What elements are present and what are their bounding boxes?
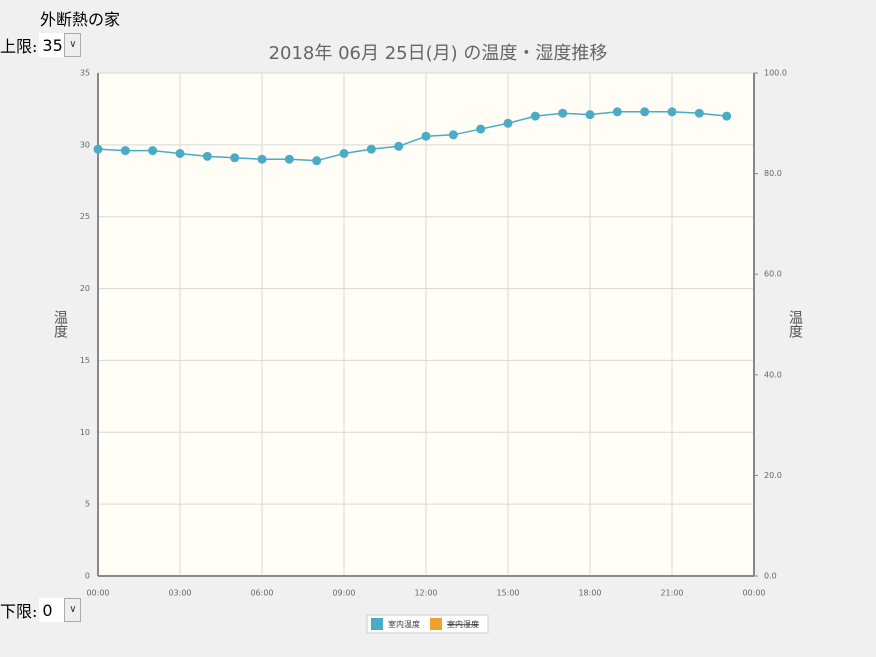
data-point: [585, 110, 595, 120]
page-title: 外断熱の家: [40, 10, 121, 29]
legend-label[interactable]: 室内湿度: [447, 619, 479, 629]
dropdown-arrow[interactable]: ∨: [64, 33, 82, 57]
data-point: [667, 107, 677, 117]
data-point: [202, 151, 212, 161]
y-tick-label: 30: [80, 140, 90, 149]
lower-label: 下限:: [0, 602, 38, 621]
data-point: [339, 148, 349, 158]
dropdown-arrow[interactable]: ∨: [64, 598, 82, 622]
data-point: [612, 107, 622, 117]
data-point: [530, 111, 540, 121]
legend-swatch: [371, 618, 383, 630]
legend-swatch: [430, 618, 442, 630]
data-point: [421, 131, 431, 141]
y2-axis-label: 温度: [787, 310, 803, 338]
y-tick-label: 20: [80, 284, 90, 293]
data-point: [175, 148, 185, 158]
data-point: [694, 108, 704, 118]
y-axis-label: 温度: [52, 310, 68, 338]
data-point: [640, 107, 650, 117]
data-point: [148, 146, 158, 156]
lower-value: 0: [42, 600, 53, 620]
upper-select[interactable]: 35 ∨: [39, 33, 82, 57]
data-point: [312, 156, 322, 166]
x-tick-label: 09:00: [332, 589, 355, 598]
data-point: [394, 141, 404, 151]
y-tick-label: 10: [80, 428, 90, 437]
x-tick-label: 00:00: [86, 589, 109, 598]
series-line: [97, 111, 727, 162]
data-point: [558, 108, 568, 118]
y-tick-label: 15: [80, 356, 90, 365]
x-tick-label: 21:00: [660, 589, 683, 598]
upper-value: 35: [42, 35, 63, 55]
data-point: [120, 146, 130, 156]
upper-control: 上限: 35 ∨: [0, 33, 82, 57]
y2-tick-label: 60.0: [764, 270, 782, 279]
y2-tick-label: 100.0: [764, 69, 787, 78]
data-point: [448, 130, 458, 140]
y-tick-label: 5: [85, 500, 90, 509]
y-tick-label: 35: [80, 69, 90, 78]
y2-tick-label: 80.0: [764, 169, 782, 178]
x-tick-label: 03:00: [168, 589, 191, 598]
x-tick-label: 00:00: [742, 589, 765, 598]
data-point: [722, 111, 732, 121]
data-point: [230, 153, 240, 163]
chart-title: 2018年 06月 25日(月) の温度・湿度推移: [269, 43, 608, 64]
data-point: [476, 124, 486, 134]
y-tick-label: 0: [85, 572, 90, 581]
legend-label[interactable]: 室内温度: [388, 619, 420, 629]
data-point: [93, 144, 103, 154]
lower-control: 下限: 0 ∨: [0, 598, 82, 622]
y2-tick-label: 20.0: [764, 471, 782, 480]
x-tick-label: 15:00: [496, 589, 519, 598]
y2-tick-label: 0.0: [764, 572, 777, 581]
x-tick-label: 06:00: [250, 589, 273, 598]
data-point: [503, 118, 513, 128]
lower-select[interactable]: 0 ∨: [39, 598, 82, 622]
x-tick-label: 12:00: [414, 589, 437, 598]
data-point: [366, 144, 376, 154]
legend: 室内温度 室内湿度: [366, 614, 489, 634]
data-point: [284, 154, 294, 164]
data-point: [257, 154, 267, 164]
legend-box: [366, 614, 489, 634]
y2-tick-label: 40.0: [764, 370, 782, 379]
upper-label: 上限:: [0, 37, 38, 56]
x-tick-label: 18:00: [578, 589, 601, 598]
y-tick-label: 25: [80, 212, 90, 221]
